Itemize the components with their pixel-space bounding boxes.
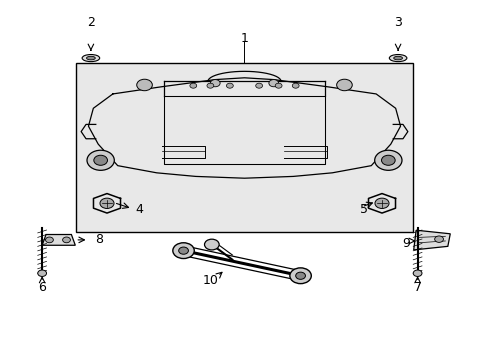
Text: 4: 4 — [135, 203, 143, 216]
Circle shape — [100, 198, 114, 208]
Polygon shape — [413, 230, 449, 250]
Text: 6: 6 — [38, 281, 46, 294]
Circle shape — [412, 270, 421, 276]
Circle shape — [381, 155, 394, 165]
Circle shape — [434, 236, 443, 242]
Circle shape — [292, 83, 299, 88]
Circle shape — [275, 83, 282, 88]
Ellipse shape — [86, 56, 95, 60]
Circle shape — [87, 150, 114, 170]
Circle shape — [255, 83, 262, 88]
Circle shape — [62, 237, 70, 243]
Circle shape — [226, 83, 233, 88]
Polygon shape — [42, 234, 75, 245]
Text: 10: 10 — [202, 274, 218, 287]
Text: 5: 5 — [359, 203, 367, 216]
Circle shape — [289, 268, 311, 284]
Circle shape — [206, 83, 213, 88]
Circle shape — [38, 270, 46, 276]
Circle shape — [295, 272, 305, 279]
Circle shape — [374, 150, 401, 170]
Circle shape — [178, 247, 188, 254]
Circle shape — [210, 80, 220, 87]
Text: 8: 8 — [95, 233, 102, 246]
Circle shape — [94, 155, 107, 165]
Circle shape — [336, 79, 351, 91]
Ellipse shape — [393, 56, 402, 60]
Circle shape — [137, 79, 152, 91]
Circle shape — [204, 239, 219, 250]
Text: 7: 7 — [413, 281, 421, 294]
Circle shape — [172, 243, 194, 258]
FancyBboxPatch shape — [76, 63, 412, 232]
Text: 9: 9 — [402, 237, 409, 250]
Circle shape — [268, 80, 278, 87]
Text: 3: 3 — [393, 17, 401, 30]
Text: 1: 1 — [240, 32, 248, 45]
Circle shape — [189, 83, 196, 88]
Text: 2: 2 — [87, 17, 95, 30]
Ellipse shape — [82, 54, 100, 62]
Circle shape — [374, 198, 388, 208]
Circle shape — [45, 237, 53, 243]
Ellipse shape — [388, 54, 406, 62]
